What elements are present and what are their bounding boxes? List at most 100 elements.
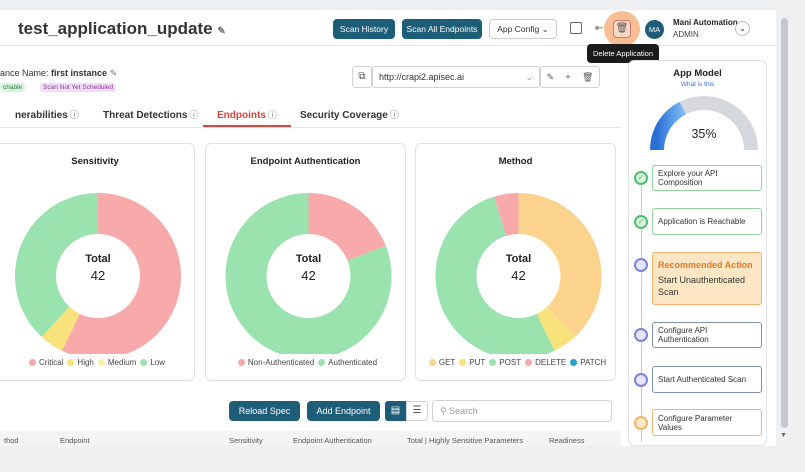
export-icon[interactable] — [570, 22, 582, 34]
legend-label: Non-Authenticated — [247, 358, 315, 367]
delete-url[interactable]: 🗑 — [581, 71, 594, 82]
what-is-this-link[interactable]: What is this — [680, 81, 715, 88]
user-name: Mani Automation — [673, 18, 738, 27]
chart-card: Method Total 42 GET PUT POST DELETE PATCH — [415, 143, 616, 381]
column-header: thod — [4, 436, 19, 445]
instance-value: first instance — [51, 68, 108, 78]
bottom-strip — [0, 446, 805, 472]
donut-segment — [61, 193, 181, 354]
tab-label: Endpoints — [217, 110, 266, 121]
info-icon: ⓘ — [267, 110, 277, 120]
tabs-divider — [0, 127, 621, 128]
legend-swatch — [140, 359, 148, 366]
step-text: Start Unauthenticated Scan — [658, 274, 746, 297]
donut: Total 42 — [225, 193, 392, 354]
chart-title: Sensitivity — [71, 156, 119, 167]
column-header: Endpoint Authentication — [293, 436, 372, 445]
legend-label: GET — [438, 358, 456, 367]
step-dot — [634, 258, 648, 272]
legend-swatch — [525, 359, 533, 366]
step-text: Configure API Authentication — [658, 326, 709, 344]
legend-label: DELETE — [535, 358, 567, 367]
legend-swatch — [570, 359, 578, 366]
legend-label: POST — [499, 358, 522, 367]
legend: Critical High Medium Low — [0, 358, 194, 367]
edit-url[interactable]: ✎ — [546, 71, 555, 82]
chart-title: Endpoint Authentication — [250, 156, 361, 167]
step-card[interactable]: Configure API Authentication — [652, 322, 762, 348]
scan-all-button[interactable]: Scan All Endpoints — [402, 19, 482, 39]
gauge: 35% — [650, 96, 758, 151]
scroll-down[interactable]: ▼ — [780, 432, 787, 439]
legend-swatch — [459, 359, 467, 366]
legend-swatch — [237, 359, 245, 366]
donut-segment — [308, 193, 386, 261]
step-card[interactable]: Configure Parameter Values — [652, 409, 762, 436]
legend-label: PATCH — [580, 358, 607, 367]
scrollbar[interactable] — [781, 18, 788, 428]
delete-app-button[interactable]: 🗑 — [613, 20, 631, 38]
legend-swatch — [97, 359, 105, 366]
step-card[interactable]: Start Authenticated Scan — [652, 366, 762, 393]
url-actions[interactable]: ✎ + 🗑 — [540, 66, 600, 88]
search-placeholder: Search — [449, 406, 478, 416]
step-dot — [634, 328, 648, 342]
url-text: http://crapi2.apisec.ai — [379, 72, 465, 82]
legend-swatch — [428, 359, 436, 366]
donut-segment — [435, 196, 555, 354]
column-header: Endpoint — [60, 436, 90, 445]
column-header: Readiness — [549, 436, 585, 445]
app-config-button[interactable]: App Config ⌄ — [489, 19, 557, 39]
edit-icon[interactable]: ✎ — [109, 68, 118, 78]
center-value: 42 — [301, 268, 315, 283]
table-header: thod Endpoint Sensitivity Endpoint Authenti… — [0, 431, 621, 446]
url-select[interactable]: http://crapi2.apisec.ai ⌄ — [372, 66, 540, 88]
info-icon: ⓘ — [189, 110, 199, 120]
step-card[interactable]: Explore your API Composition — [652, 165, 762, 191]
legend-swatch — [489, 359, 497, 366]
add-endpoint-button[interactable]: Add Endpoint — [307, 401, 380, 421]
card-view-toggle[interactable]: ▤ — [385, 401, 406, 421]
legend: Non-Authenticated Authenticated — [206, 358, 405, 367]
list-view-toggle[interactable]: ☰ — [406, 401, 428, 421]
share-icon[interactable]: ⇤ — [595, 23, 604, 34]
tab[interactable]: nerabilities ⓘ — [15, 108, 79, 121]
center-label: Total — [296, 253, 321, 265]
tooltip: Delete Application — [587, 44, 659, 63]
center-label: Total — [506, 253, 531, 265]
step-card[interactable]: Recommended Action Start Unauthenticated … — [652, 252, 762, 305]
donut-segment — [225, 193, 392, 354]
user-role: ADMIN — [673, 30, 699, 39]
tab[interactable]: Threat Detections ⓘ — [103, 108, 198, 121]
gauge-label: 35% — [691, 127, 716, 141]
legend-swatch — [28, 359, 36, 366]
schedule-tag: Scan Not Yet Scheduled — [40, 83, 117, 92]
avatar[interactable]: MA — [645, 20, 664, 39]
reload-spec-button[interactable]: Reload Spec — [229, 401, 300, 421]
tab-label: Security Coverage — [300, 110, 388, 121]
step-dot: ✓ — [634, 171, 648, 185]
donut-segment — [14, 193, 99, 337]
scan-history-button[interactable]: Scan History — [333, 19, 395, 39]
donut: Total 42 — [14, 193, 181, 354]
donut-segment — [41, 306, 80, 351]
chart-card: Sensitivity Total 42 Critical High Medium Low — [0, 143, 195, 381]
legend-label: Authenticated — [328, 358, 378, 367]
donut: Total 42 — [435, 193, 602, 354]
step-text: Start Authenticated Scan — [658, 375, 747, 384]
tab[interactable]: Endpoints ⓘ — [203, 108, 291, 127]
step-text: Configure Parameter Values — [658, 413, 733, 432]
copy-button[interactable]: ⧉ — [352, 66, 372, 88]
legend-swatch — [318, 359, 326, 366]
edit-icon[interactable]: ✎ — [217, 26, 226, 37]
app-title: test_application_update ✎ — [18, 19, 226, 39]
tab[interactable]: Security Coverage ⓘ — [300, 108, 399, 121]
center-value: 42 — [511, 268, 525, 283]
center-value: 42 — [91, 268, 105, 283]
user-menu[interactable]: ⌄ — [735, 21, 750, 36]
step-card[interactable]: Application is Reachable — [652, 208, 762, 235]
search-input[interactable]: ⚲ Search — [432, 400, 612, 422]
add-url[interactable]: + — [565, 72, 571, 82]
tab-label: nerabilities — [15, 110, 68, 121]
